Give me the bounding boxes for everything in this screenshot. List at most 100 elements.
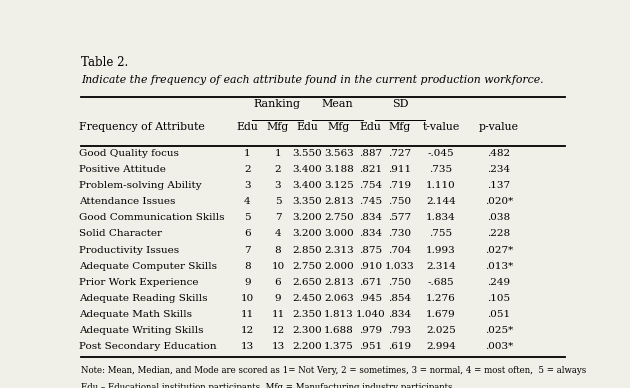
Text: 2.650: 2.650	[292, 278, 322, 287]
Text: 1.375: 1.375	[324, 342, 354, 351]
Text: Mean: Mean	[322, 99, 353, 109]
Text: .821: .821	[359, 165, 382, 174]
Text: t-value: t-value	[422, 122, 460, 132]
Text: Frequency of Attribute: Frequency of Attribute	[79, 122, 205, 132]
Text: 2: 2	[244, 165, 251, 174]
Text: 2.450: 2.450	[292, 294, 322, 303]
Text: .003*: .003*	[484, 342, 513, 351]
Text: 3.400: 3.400	[292, 181, 322, 190]
Text: 3.550: 3.550	[292, 149, 322, 158]
Text: -.045: -.045	[428, 149, 454, 158]
Text: 8: 8	[244, 262, 251, 271]
Text: .027*: .027*	[484, 246, 513, 255]
Text: Mfg: Mfg	[267, 122, 289, 132]
Text: .671: .671	[359, 278, 382, 287]
Text: Adequate Math Skills: Adequate Math Skills	[79, 310, 192, 319]
Text: 5: 5	[275, 197, 281, 206]
Text: 7: 7	[244, 246, 251, 255]
Text: Ranking: Ranking	[254, 99, 301, 109]
Text: 3.188: 3.188	[324, 165, 354, 174]
Text: Edu – Educational institution participants. Mfg = Manufacturing industry partici: Edu – Educational institution participan…	[81, 383, 453, 388]
Text: .951: .951	[359, 342, 382, 351]
Text: .619: .619	[389, 342, 411, 351]
Text: 3.563: 3.563	[324, 149, 354, 158]
Text: 9: 9	[275, 294, 281, 303]
Text: 1: 1	[275, 149, 281, 158]
Text: Indicate the frequency of each attribute found in the current production workfor: Indicate the frequency of each attribute…	[81, 75, 544, 85]
Text: Table 2.: Table 2.	[81, 55, 129, 69]
Text: 2.350: 2.350	[292, 310, 322, 319]
Text: .013*: .013*	[484, 262, 513, 271]
Text: .834: .834	[389, 310, 411, 319]
Text: Adequate Reading Skills: Adequate Reading Skills	[79, 294, 207, 303]
Text: 2: 2	[275, 165, 281, 174]
Text: Problem-solving Ability: Problem-solving Ability	[79, 181, 202, 190]
Text: 6: 6	[244, 229, 251, 238]
Text: 3.400: 3.400	[292, 165, 322, 174]
Text: 1.276: 1.276	[426, 294, 456, 303]
Text: SD: SD	[392, 99, 408, 109]
Text: .910: .910	[359, 262, 382, 271]
Text: .249: .249	[487, 278, 510, 287]
Text: .735: .735	[430, 165, 452, 174]
Text: .025*: .025*	[484, 326, 513, 335]
Text: 9: 9	[244, 278, 251, 287]
Text: 11: 11	[272, 310, 285, 319]
Text: 2.144: 2.144	[426, 197, 456, 206]
Text: .875: .875	[359, 246, 382, 255]
Text: .020*: .020*	[484, 197, 513, 206]
Text: 2.994: 2.994	[426, 342, 456, 351]
Text: Edu: Edu	[360, 122, 382, 132]
Text: .719: .719	[389, 181, 411, 190]
Text: 3: 3	[244, 181, 251, 190]
Text: 3.350: 3.350	[292, 197, 322, 206]
Text: 13: 13	[272, 342, 285, 351]
Text: .228: .228	[487, 229, 510, 238]
Text: .834: .834	[359, 229, 382, 238]
Text: Adequate Computer Skills: Adequate Computer Skills	[79, 262, 217, 271]
Text: 3.200: 3.200	[292, 213, 322, 222]
Text: 2.313: 2.313	[324, 246, 354, 255]
Text: Productivity Issues: Productivity Issues	[79, 246, 179, 255]
Text: 1.033: 1.033	[385, 262, 415, 271]
Text: 4: 4	[275, 229, 281, 238]
Text: 6: 6	[275, 278, 281, 287]
Text: 2.000: 2.000	[324, 262, 354, 271]
Text: 2.850: 2.850	[292, 246, 322, 255]
Text: .038: .038	[487, 213, 510, 222]
Text: 5: 5	[244, 213, 251, 222]
Text: 1.110: 1.110	[426, 181, 456, 190]
Text: .754: .754	[359, 181, 382, 190]
Text: .793: .793	[389, 326, 411, 335]
Text: 13: 13	[241, 342, 254, 351]
Text: .911: .911	[389, 165, 411, 174]
Text: .834: .834	[359, 213, 382, 222]
Text: .755: .755	[430, 229, 452, 238]
Text: .727: .727	[389, 149, 411, 158]
Text: Adequate Writing Skills: Adequate Writing Skills	[79, 326, 203, 335]
Text: 2.813: 2.813	[324, 197, 354, 206]
Text: p-value: p-value	[479, 122, 518, 132]
Text: Good Quality focus: Good Quality focus	[79, 149, 179, 158]
Text: 11: 11	[241, 310, 254, 319]
Text: 2.200: 2.200	[292, 342, 322, 351]
Text: .745: .745	[359, 197, 382, 206]
Text: Attendance Issues: Attendance Issues	[79, 197, 175, 206]
Text: Post Secondary Education: Post Secondary Education	[79, 342, 216, 351]
Text: Mfg: Mfg	[389, 122, 411, 132]
Text: .577: .577	[389, 213, 411, 222]
Text: 3.125: 3.125	[324, 181, 354, 190]
Text: Solid Character: Solid Character	[79, 229, 162, 238]
Text: 2.314: 2.314	[426, 262, 456, 271]
Text: Edu: Edu	[236, 122, 258, 132]
Text: 12: 12	[272, 326, 285, 335]
Text: 2.063: 2.063	[324, 294, 354, 303]
Text: .482: .482	[487, 149, 510, 158]
Text: Positive Attitude: Positive Attitude	[79, 165, 166, 174]
Text: .704: .704	[389, 246, 411, 255]
Text: 8: 8	[275, 246, 281, 255]
Text: 7: 7	[275, 213, 281, 222]
Text: 3.200: 3.200	[292, 229, 322, 238]
Text: 2.750: 2.750	[292, 262, 322, 271]
Text: 2.813: 2.813	[324, 278, 354, 287]
